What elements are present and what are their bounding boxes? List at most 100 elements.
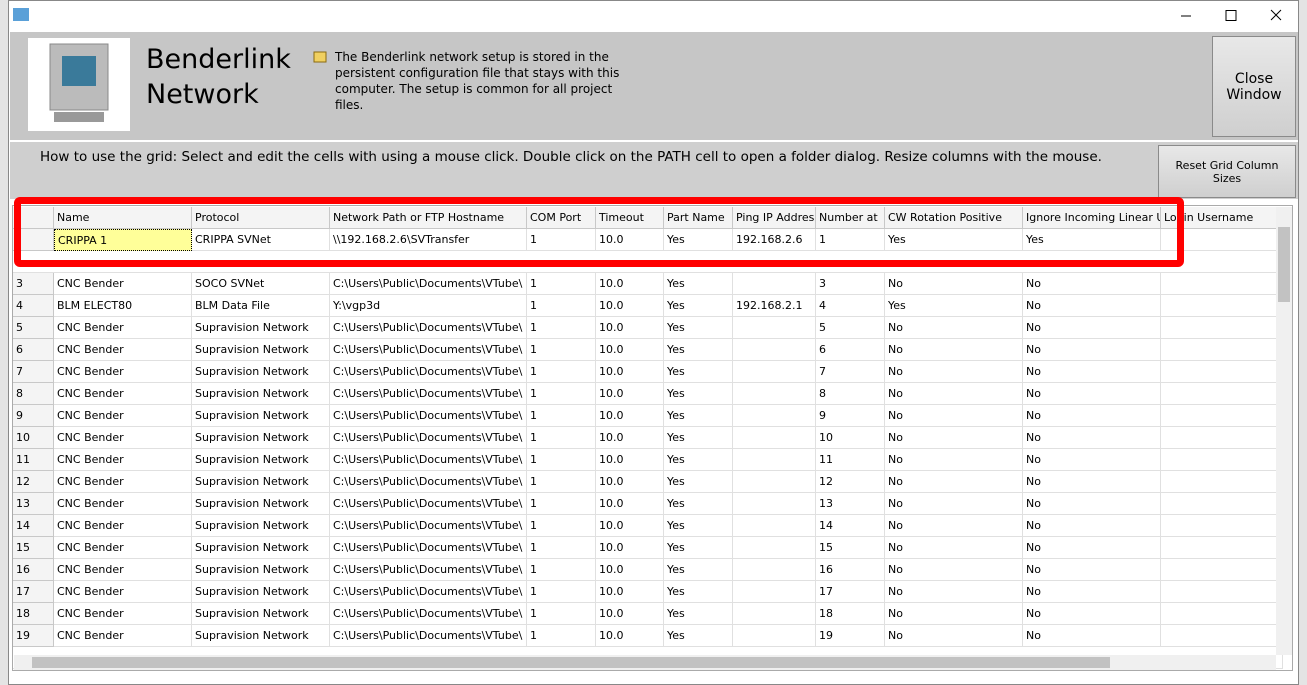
cell[interactable]: Supravision Network: [192, 581, 330, 603]
cell[interactable]: [1161, 471, 1283, 493]
cell[interactable]: 1: [527, 229, 596, 251]
cell[interactable]: 192.168.2.1: [733, 295, 816, 317]
cell[interactable]: No: [1023, 317, 1161, 339]
cell[interactable]: No: [885, 449, 1023, 471]
cell[interactable]: Supravision Network: [192, 361, 330, 383]
cell[interactable]: No: [885, 427, 1023, 449]
column-header[interactable]: Ping IP Address: [733, 207, 816, 229]
cell[interactable]: 12: [816, 471, 885, 493]
cell[interactable]: Yes: [664, 229, 733, 251]
cell[interactable]: C:\Users\Public\Documents\VTube\: [330, 361, 527, 383]
cell[interactable]: 1: [527, 361, 596, 383]
cell[interactable]: 6: [816, 339, 885, 361]
cell[interactable]: [733, 625, 816, 647]
cell[interactable]: 1: [527, 317, 596, 339]
cell[interactable]: CNC Bender: [54, 493, 192, 515]
cell[interactable]: No: [885, 361, 1023, 383]
cell[interactable]: CNC Bender: [54, 559, 192, 581]
cell[interactable]: Supravision Network: [192, 493, 330, 515]
close-window-button[interactable]: Close Window: [1212, 36, 1296, 137]
cell[interactable]: 14: [816, 515, 885, 537]
cell[interactable]: No: [885, 383, 1023, 405]
cell[interactable]: No: [1023, 603, 1161, 625]
cell[interactable]: Yes: [664, 295, 733, 317]
column-header[interactable]: Network Path or FTP Hostname: [330, 207, 527, 229]
cell[interactable]: Yes: [664, 361, 733, 383]
maximize[interactable]: [1225, 10, 1237, 21]
column-header[interactable]: Timeout: [596, 207, 664, 229]
cell[interactable]: 17: [816, 581, 885, 603]
cell[interactable]: No: [1023, 405, 1161, 427]
cell[interactable]: No: [1023, 273, 1161, 295]
cell[interactable]: [733, 273, 816, 295]
cell[interactable]: 3: [816, 273, 885, 295]
cell[interactable]: 192.168.2.6: [733, 229, 816, 251]
cell[interactable]: [733, 405, 816, 427]
cell[interactable]: [1161, 581, 1283, 603]
cell[interactable]: 10.0: [596, 383, 664, 405]
cell[interactable]: 10.0: [596, 471, 664, 493]
cell[interactable]: 1: [816, 229, 885, 251]
cell[interactable]: 10.0: [596, 273, 664, 295]
cell[interactable]: CRIPPA SVNet: [192, 229, 330, 251]
cell[interactable]: [1161, 383, 1283, 405]
cell[interactable]: Yes: [664, 581, 733, 603]
cell[interactable]: [1161, 515, 1283, 537]
cell[interactable]: 8: [816, 383, 885, 405]
cell[interactable]: [1161, 361, 1283, 383]
cell[interactable]: Yes: [664, 515, 733, 537]
cell[interactable]: Supravision Network: [192, 603, 330, 625]
cell[interactable]: CNC Bender: [54, 449, 192, 471]
cell[interactable]: Supravision Network: [192, 427, 330, 449]
cell[interactable]: [1161, 295, 1283, 317]
cell[interactable]: CNC Bender: [54, 537, 192, 559]
cell[interactable]: No: [1023, 493, 1161, 515]
cell[interactable]: 1: [527, 603, 596, 625]
cell[interactable]: 1: [527, 493, 596, 515]
cell[interactable]: 1: [527, 427, 596, 449]
cell[interactable]: C:\Users\Public\Documents\VTube\: [330, 449, 527, 471]
cell[interactable]: Supravision Network: [192, 405, 330, 427]
cell[interactable]: Yes: [885, 229, 1023, 251]
cell[interactable]: 10.0: [596, 295, 664, 317]
cell[interactable]: Supravision Network: [192, 537, 330, 559]
cell[interactable]: BLM Data File: [192, 295, 330, 317]
v-thumb[interactable]: [1278, 227, 1290, 302]
cell[interactable]: SOCO SVNet: [192, 273, 330, 295]
cell[interactable]: [733, 361, 816, 383]
cell[interactable]: C:\Users\Public\Documents\VTube\: [330, 581, 527, 603]
cell[interactable]: 1: [527, 559, 596, 581]
cell[interactable]: No: [885, 471, 1023, 493]
cell[interactable]: [733, 603, 816, 625]
cell[interactable]: 10: [816, 427, 885, 449]
cell[interactable]: 18: [816, 603, 885, 625]
cell[interactable]: [733, 427, 816, 449]
cell[interactable]: Yes: [664, 537, 733, 559]
column-header[interactable]: COM Port: [527, 207, 596, 229]
cell[interactable]: 10.0: [596, 339, 664, 361]
cell[interactable]: C:\Users\Public\Documents\VTube\: [330, 559, 527, 581]
cell[interactable]: 10.0: [596, 427, 664, 449]
cell[interactable]: No: [885, 581, 1023, 603]
cell[interactable]: No: [1023, 581, 1161, 603]
cell[interactable]: Supravision Network: [192, 383, 330, 405]
cell[interactable]: 10.0: [596, 449, 664, 471]
cell[interactable]: 1: [527, 339, 596, 361]
cell[interactable]: Yes: [664, 449, 733, 471]
cell[interactable]: CNC Bender: [54, 581, 192, 603]
cell[interactable]: [1161, 449, 1283, 471]
cell[interactable]: CNC Bender: [54, 471, 192, 493]
cell[interactable]: CNC Bender: [54, 317, 192, 339]
cell[interactable]: No: [885, 603, 1023, 625]
cell[interactable]: C:\Users\Public\Documents\VTube\: [330, 383, 527, 405]
cell[interactable]: C:\Users\Public\Documents\VTube\: [330, 603, 527, 625]
cell[interactable]: [733, 339, 816, 361]
cell[interactable]: \\192.168.2.6\SVTransfer: [330, 229, 527, 251]
cell[interactable]: Yes: [664, 405, 733, 427]
cell[interactable]: No: [885, 493, 1023, 515]
cell[interactable]: Yes: [664, 427, 733, 449]
cell[interactable]: Supravision Network: [192, 471, 330, 493]
cell[interactable]: 13: [816, 493, 885, 515]
cell[interactable]: 10.0: [596, 317, 664, 339]
column-header[interactable]: CW Rotation Positive: [885, 207, 1023, 229]
